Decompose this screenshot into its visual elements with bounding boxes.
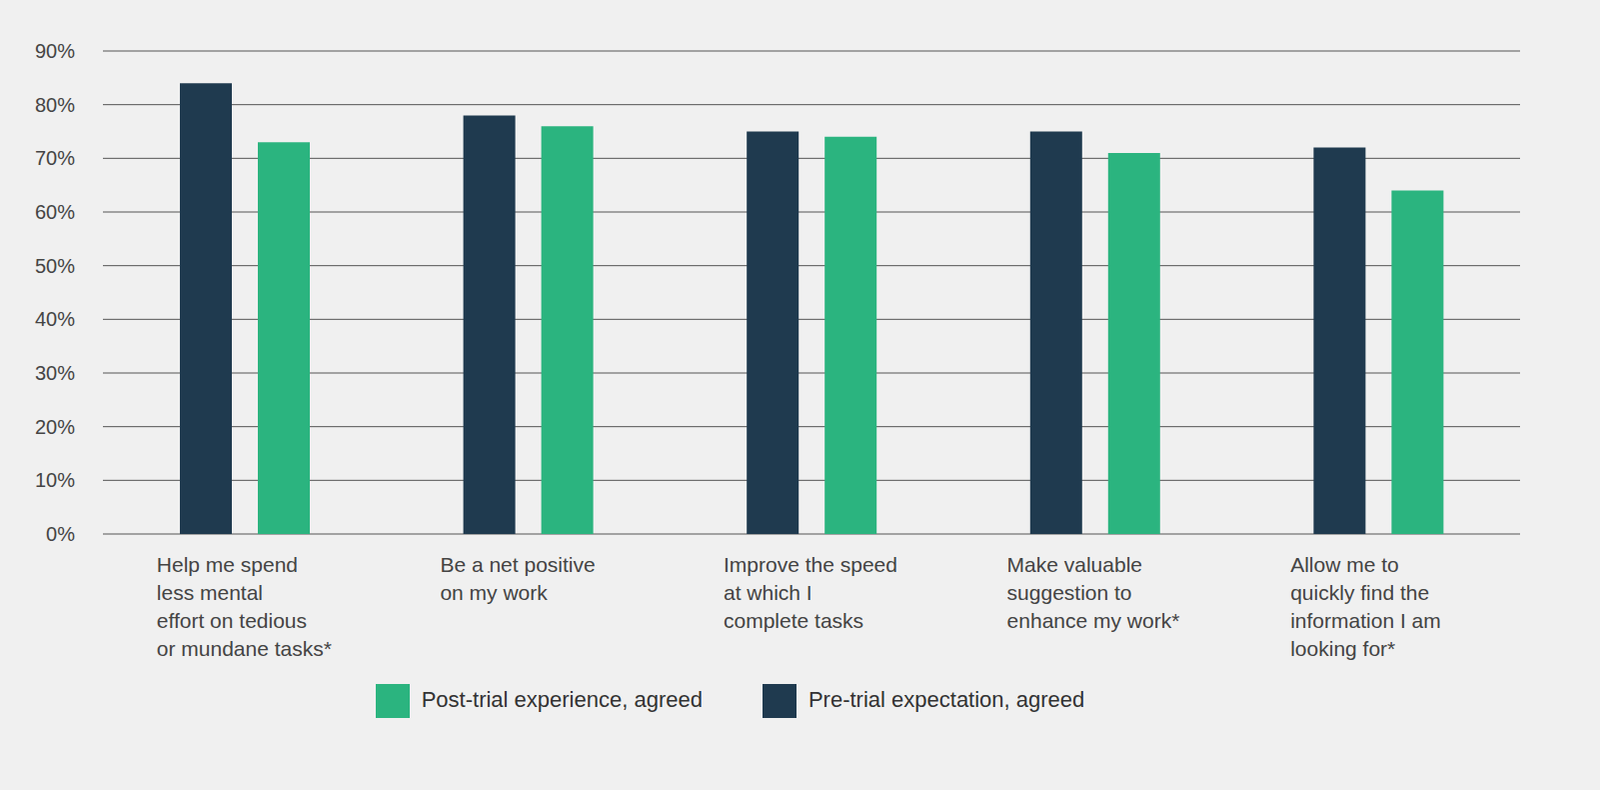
- svg-text:Improve the speedat which Icom: Improve the speedat which Icomplete task…: [723, 552, 898, 632]
- svg-text:30%: 30%: [34, 361, 75, 384]
- svg-text:40%: 40%: [34, 307, 75, 330]
- svg-text:70%: 70%: [34, 146, 75, 169]
- svg-text:10%: 10%: [34, 468, 75, 491]
- svg-text:Make valuablesuggestion toenha: Make valuablesuggestion toenhance my wor…: [1007, 552, 1181, 632]
- svg-text:0%: 0%: [45, 522, 75, 545]
- svg-text:60%: 60%: [34, 200, 75, 223]
- svg-text:50%: 50%: [34, 254, 75, 277]
- html-text:Post-trial experience, agreed: Post-trial experience, agreed: [421, 686, 703, 712]
- html-text:Pre-trial expectation, agreed: Pre-trial expectation, agreed: [808, 686, 1085, 712]
- svg-text:90%: 90%: [34, 39, 75, 62]
- svg-text:Allow me toquickly find theinf: Allow me toquickly find theinformation I…: [1290, 552, 1442, 660]
- svg-text:Help me spendless mentaleffort: Help me spendless mentaleffort on tediou…: [156, 552, 332, 660]
- svg-text:20%: 20%: [34, 415, 75, 438]
- svg-text:Be a net positiveon my work: Be a net positiveon my work: [439, 552, 595, 604]
- svg-text:80%: 80%: [34, 93, 75, 116]
